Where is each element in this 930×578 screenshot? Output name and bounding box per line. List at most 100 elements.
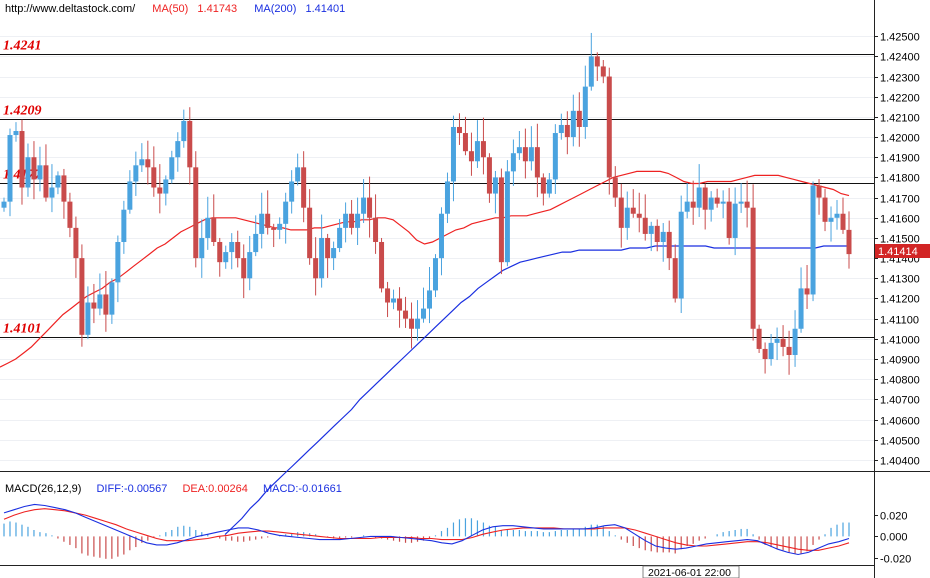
candle-body [307,207,313,259]
candle-body [462,133,468,152]
candle-body [486,157,492,194]
y-tick-label: 1.40800 [880,375,920,387]
ma50-line [0,170,850,368]
candle-body [91,302,97,309]
candle-body [253,233,259,253]
y-tick-label: 1.41600 [880,214,920,226]
candle-body [666,231,672,259]
candle-body [349,213,355,228]
candle-body [151,167,157,188]
candle-body [822,197,828,222]
candle-body [121,209,127,242]
ma50-value: 1.41743 [197,3,238,15]
candle-body [846,229,852,255]
time-cursor-box [642,565,740,578]
candle-body [618,197,624,228]
candle-body [259,213,265,234]
candle-body [522,147,528,162]
candle-body [97,294,103,309]
candle-body [331,248,337,259]
y-tick-label: 1.42200 [880,93,920,105]
candle-body [444,181,450,214]
candle-body [211,217,217,242]
candle-body [415,318,421,329]
y-tick-label: 1.41800 [880,173,920,185]
macd-diff-line [3,503,850,556]
candle-body [804,288,810,295]
candle-body [379,241,385,289]
candle-body [756,328,762,349]
macd-value: MACD:-0.01661 [262,483,342,495]
candle-body [456,126,462,134]
candle-body [588,56,594,87]
candle-body [409,318,415,329]
ma200-value: 1.41401 [305,3,346,15]
candle-body [85,302,91,335]
candle-body [510,153,516,172]
candle-body [229,241,235,253]
candle-body [301,167,307,208]
candle-body [774,338,780,343]
y-tick-label: 1.41100 [880,315,919,327]
candle-body [241,258,247,279]
candle-body [295,167,301,182]
candle-body [7,135,13,202]
candle-body [313,258,319,279]
candle-body [480,141,486,158]
candle-body [696,187,702,208]
y-tick-label: 1.40900 [880,355,920,367]
candle-body [217,241,223,263]
candle-body [61,175,67,202]
candle-body [834,213,840,218]
candle-body [438,213,444,259]
candle-body [732,203,738,238]
candle-body [115,241,121,283]
candle-body [828,217,834,222]
candle-body [391,298,397,303]
y-tick-label: 1.41700 [880,194,920,206]
candle-body [678,211,684,299]
candle-body [792,328,798,355]
candle-body [49,187,55,198]
candle-body [684,201,690,212]
candle-body [594,56,600,67]
candle-body [744,201,750,208]
y-tick-label: 1.40500 [880,436,920,448]
candle-body [25,157,31,188]
macd-pane [3,503,850,559]
y-tick-label: 1.42000 [880,133,920,145]
moving-averages [0,170,850,536]
level-label: 1.4241 [3,39,42,54]
candle-body [492,177,498,194]
candle-body [708,197,714,210]
candle-body [145,159,151,168]
candle-body [175,141,181,158]
macd-label: MACD(26,12,9) [5,483,82,495]
candle-body [73,227,79,259]
candle-body [67,201,73,228]
candle-body [720,201,726,204]
candle-body [235,241,241,259]
macd-y-tick-label: 0.020 [880,511,908,523]
candle-body [181,120,187,142]
candle-body [385,288,391,303]
candle-body [636,213,642,218]
candle-body [810,185,816,295]
ma200-label: MA(200) [254,3,297,15]
candle-body [768,342,774,360]
candle-body [163,179,169,194]
candle-body [690,201,696,208]
candle-body [109,282,115,315]
macd-y-tick-label: 0.000 [880,532,908,544]
candle-body [205,217,211,238]
chart-header: http://www.deltastock.com/ MA(50) 1.4174… [5,3,345,15]
candle-body [13,131,19,136]
candle-body [726,201,732,238]
candle-body [19,131,25,188]
candle-body [474,141,480,162]
candle-body [450,126,456,182]
candle-body [289,181,295,202]
candle-body [265,213,271,228]
y-tick-label: 1.42100 [880,113,920,125]
